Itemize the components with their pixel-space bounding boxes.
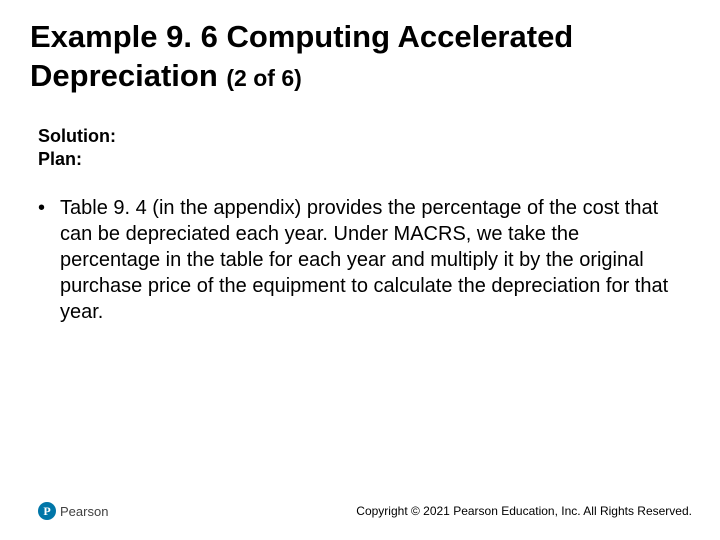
publisher-name: Pearson — [60, 504, 108, 519]
title-line2-main: Depreciation — [30, 58, 226, 93]
publisher-logo: P Pearson — [38, 502, 108, 520]
pearson-p-icon: P — [38, 502, 56, 520]
subtitle-line2: Plan: — [38, 148, 116, 171]
bullet-item: • Table 9. 4 (in the appendix) provides … — [38, 195, 670, 325]
title-pagination: (2 of 6) — [226, 65, 301, 91]
subtitle-line1: Solution: — [38, 125, 116, 148]
slide-title: Example 9. 6 Computing Accelerated Depre… — [30, 18, 690, 96]
title-line1: Example 9. 6 Computing Accelerated — [30, 19, 573, 54]
bullet-marker: • — [38, 195, 60, 325]
copyright-text: Copyright © 2021 Pearson Education, Inc.… — [356, 504, 692, 518]
bullet-text: Table 9. 4 (in the appendix) provides th… — [60, 195, 670, 325]
solution-plan-heading: Solution: Plan: — [38, 125, 116, 172]
